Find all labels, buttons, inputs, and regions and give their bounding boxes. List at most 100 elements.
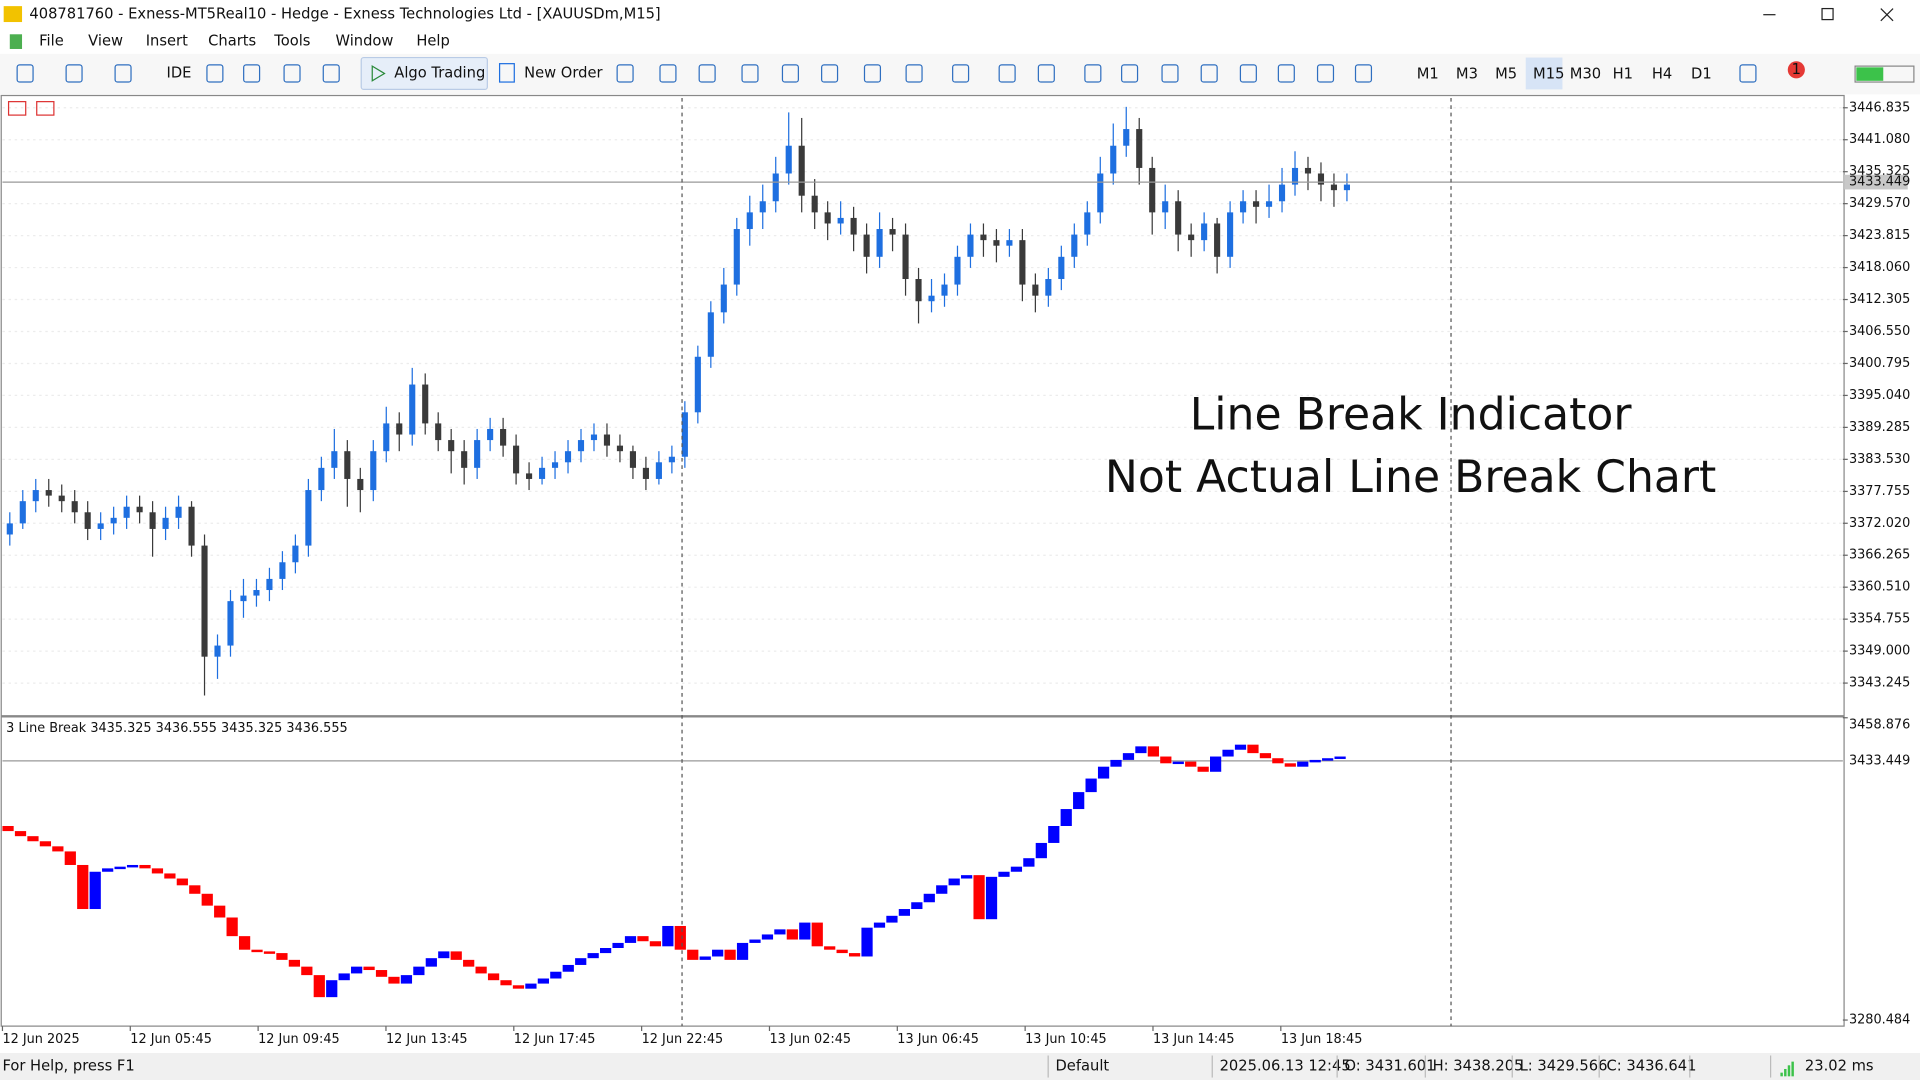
timeframe[interactable]: M30 [1570,66,1601,83]
brick [27,836,39,842]
brick [2,826,14,832]
tool-icon[interactable] [65,64,83,83]
candle-body [357,478,364,491]
candle-body [526,473,533,479]
candle-body [1162,201,1169,213]
candle-body [136,506,143,513]
candle-body [19,501,26,524]
candle-body [1188,234,1195,241]
timeframe[interactable]: M3 [1456,66,1478,83]
brick [774,929,786,935]
tool-icon[interactable] [698,64,716,83]
signal-bar [1780,1072,1783,1077]
tool-icon[interactable] [1277,64,1295,83]
tool-icon[interactable] [952,64,970,83]
brick [1309,759,1321,763]
menu-item[interactable]: Window [336,33,394,50]
tool-icon[interactable] [16,64,34,83]
tool-icon[interactable] [821,64,839,83]
candle-body [694,356,701,413]
tool-icon[interactable] [322,64,340,83]
brick [973,875,985,920]
x-tick-label: 13 Jun 02:45 [769,1032,851,1047]
tool-icon[interactable] [1161,64,1179,83]
brick [1110,759,1122,767]
tool-icon[interactable] [283,64,301,83]
tool-icon[interactable] [114,64,132,83]
tool-icon[interactable] [741,64,759,83]
tool-icon[interactable] [1037,64,1055,83]
timeframe[interactable]: H1 [1613,66,1633,83]
candle-body [253,590,260,596]
brick [936,885,948,894]
brick [263,951,276,954]
tool-icon[interactable] [659,64,677,83]
menu-item[interactable]: Tools [273,33,310,50]
brick [861,927,873,957]
menu-item[interactable]: Insert [146,33,188,50]
candle-body [383,423,390,452]
candle-body [487,428,494,441]
candle-body [1201,223,1208,241]
candle-body [1330,184,1338,191]
tool-icon[interactable] [1084,64,1102,83]
timeframe[interactable]: M1 [1417,66,1439,83]
timeframe[interactable]: M5 [1495,66,1517,83]
candle-body [1265,201,1273,207]
brick [375,970,388,977]
timeframe[interactable]: M15 [1533,66,1564,83]
y-tick-label: 3280.484 [1849,1013,1910,1028]
y-tick-label: 3446.835 [1849,100,1910,115]
annotation: Not Actual Line Break Chart [1105,452,1716,503]
tool-icon[interactable] [1121,64,1139,83]
timeframe[interactable]: D1 [1691,66,1712,83]
annotation: Line Break Indicator [1190,390,1633,441]
brick [687,949,699,960]
brick [164,873,176,879]
timeframe[interactable]: H4 [1652,66,1672,83]
candle-body [993,240,1000,246]
tool-icon[interactable] [1239,64,1257,83]
status-bar [0,1053,1920,1080]
brick [226,917,238,937]
tool-icon[interactable] [243,64,261,83]
tool-icon[interactable] [905,64,923,83]
restore[interactable] [1821,7,1834,21]
tool-icon[interactable] [1739,64,1757,83]
candle-body [396,423,403,435]
brick [487,973,500,981]
brick [1297,761,1309,767]
menu-item[interactable]: Charts [208,33,256,50]
tool-icon[interactable] [1200,64,1218,83]
tool-icon[interactable] [206,64,224,83]
list-icon [36,101,55,116]
tool-icon[interactable] [616,64,634,83]
toolbar-button[interactable]: New Order [524,64,603,81]
brick [438,951,450,959]
tool-icon[interactable] [1354,64,1373,83]
toolbar-button[interactable]: Algo Trading [394,64,485,81]
menu-item[interactable]: Help [416,33,449,50]
menu-item[interactable]: View [88,33,123,50]
tool-icon[interactable] [781,64,799,83]
notification-count: 1 [1792,61,1801,78]
close[interactable] [1880,8,1894,22]
brick [176,878,188,886]
menu-item[interactable]: File [39,33,64,50]
y-tick-label: 3349.000 [1849,644,1910,659]
tool-icon[interactable] [1316,64,1335,83]
y-tick-label: 3406.550 [1849,324,1910,339]
candle-body [1227,212,1234,257]
brick [413,966,425,976]
algo-button-bg[interactable] [360,56,488,91]
tool-icon[interactable] [998,64,1016,83]
toolbar-button[interactable]: IDE [167,64,192,81]
candle-body [772,173,779,202]
brick [1048,826,1060,843]
brick [400,975,413,984]
candle-body [863,234,870,257]
tool-icon[interactable] [863,64,882,83]
candle-body [1110,145,1117,174]
candle-body [577,440,585,452]
